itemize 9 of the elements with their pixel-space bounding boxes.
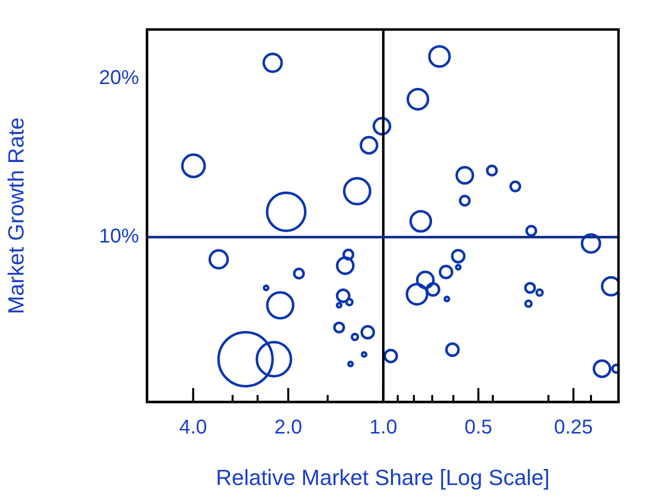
y-tick-label: 20% — [98, 67, 140, 90]
x-tick-label: 2.0 — [274, 416, 302, 439]
x-tick-label: 0.5 — [464, 416, 492, 439]
x-tick-label: 4.0 — [179, 416, 208, 439]
y-tick-label: 10% — [98, 226, 140, 248]
x-tick-label: 0.25 — [554, 416, 593, 439]
x-axis-title: Relative Market Share [Log Scale] — [216, 464, 550, 490]
y-axis-title: Market Growth Rate — [3, 117, 28, 314]
x-tick-label: 1.0 — [369, 416, 398, 439]
